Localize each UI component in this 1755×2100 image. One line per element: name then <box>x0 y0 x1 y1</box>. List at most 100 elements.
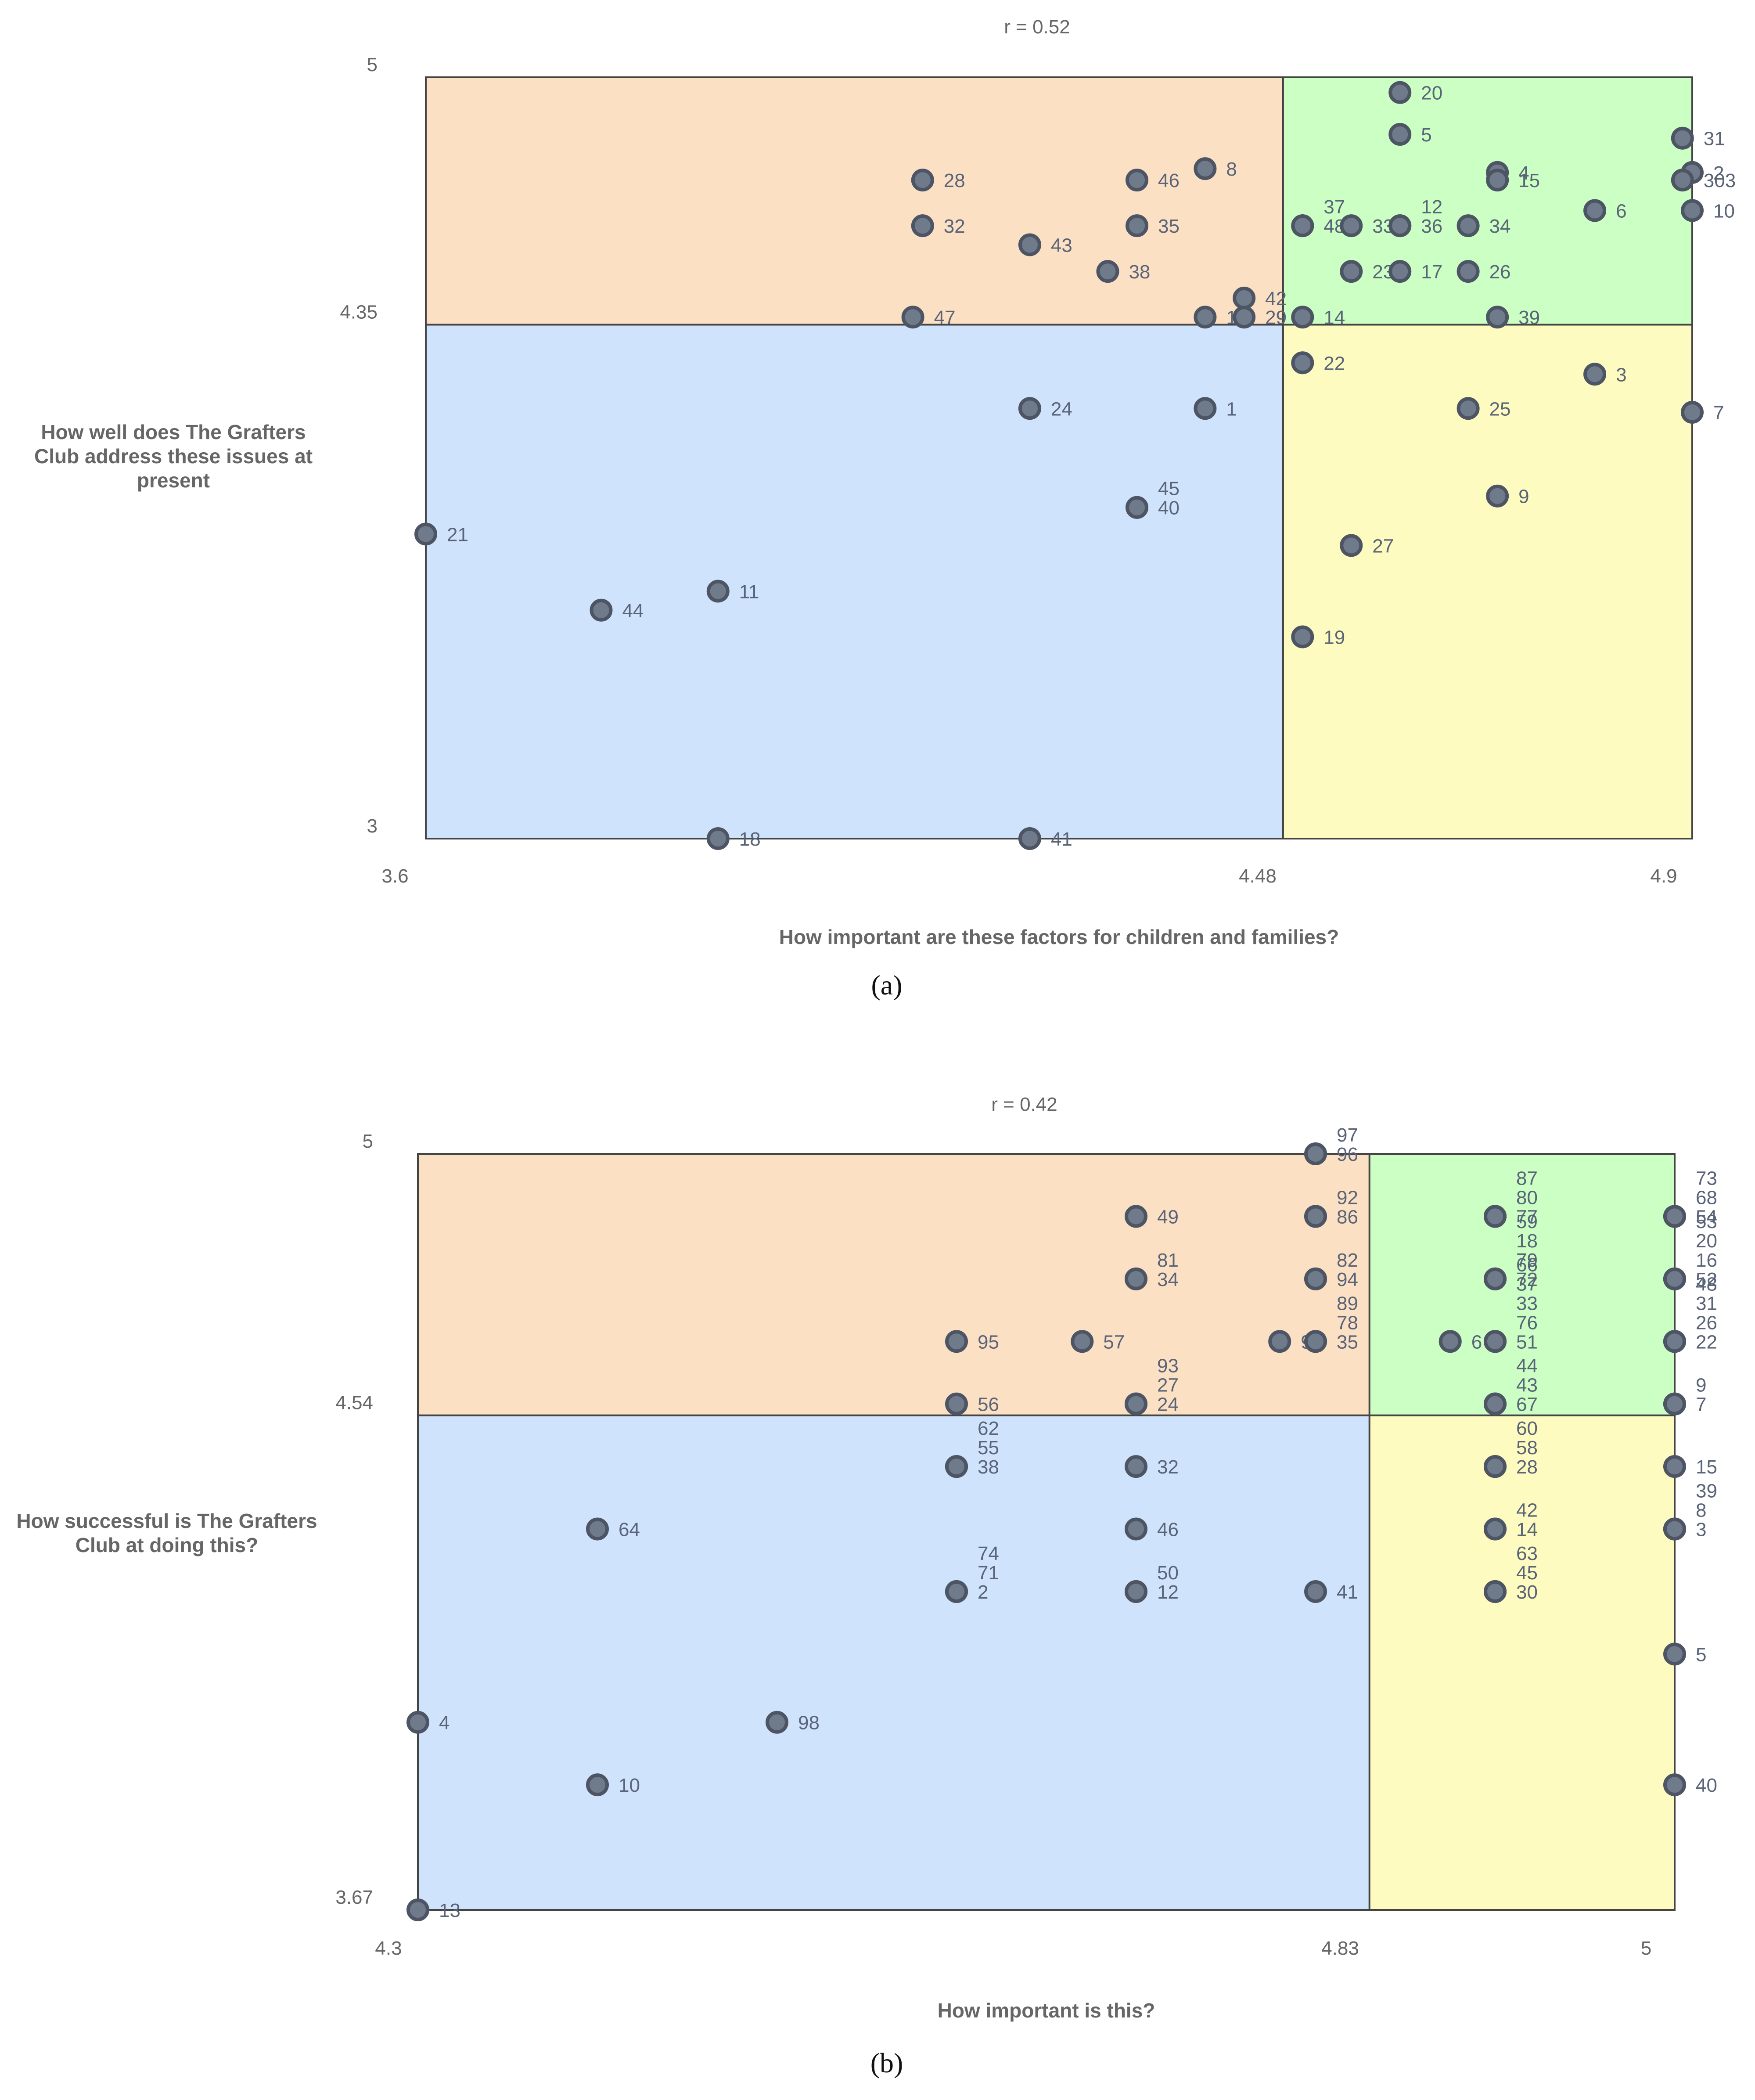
data-point <box>414 522 437 546</box>
data-point <box>1663 1643 1686 1666</box>
data-point-label: 8 <box>1696 1500 1706 1521</box>
data-point <box>1583 199 1607 222</box>
data-point-label: 42 <box>1516 1500 1538 1521</box>
data-point <box>1071 1330 1094 1353</box>
data-point-label: 303 <box>1704 170 1736 191</box>
data-point-label: 25 <box>1489 398 1511 420</box>
chart-title: r = 0.52 <box>1004 16 1070 38</box>
data-point <box>1096 260 1119 283</box>
data-point-label: 12 <box>1421 196 1442 218</box>
data-point-label: 96 <box>1337 1144 1358 1165</box>
data-point-label: 53 <box>1696 1211 1717 1232</box>
y-tick-label: 4.35 <box>340 302 378 323</box>
data-point-label: 55 <box>978 1437 999 1459</box>
data-point-label: 40 <box>1158 497 1180 519</box>
data-point <box>1484 1267 1507 1290</box>
data-point <box>1304 1267 1327 1290</box>
data-point-label: 41 <box>1337 1581 1358 1603</box>
data-point <box>1194 157 1217 180</box>
data-point-label: 98 <box>798 1712 820 1734</box>
data-point-label: 92 <box>1337 1187 1358 1208</box>
data-point-label: 18 <box>739 828 761 850</box>
y-axis-label: How successful is The Grafters Club at do… <box>16 1509 317 1556</box>
data-point-label: 31 <box>1696 1293 1717 1314</box>
data-point-label: 37 <box>1516 1273 1538 1295</box>
data-point <box>945 1580 968 1603</box>
y-tick-label: 3.67 <box>335 1887 373 1908</box>
data-point-label: 57 <box>1103 1331 1125 1353</box>
data-point-label: 47 <box>934 307 956 328</box>
data-point <box>1671 169 1694 192</box>
data-point-label: 79 <box>1516 1250 1538 1271</box>
data-point <box>1233 306 1256 329</box>
data-point-label: 68 <box>1696 1187 1717 1208</box>
data-point-label: 63 <box>1516 1543 1538 1564</box>
data-point-label: 28 <box>1516 1456 1538 1478</box>
x-axis-label: How important are these factors for chil… <box>779 926 1339 948</box>
data-point-label: 4 <box>439 1712 450 1734</box>
data-point-label: 20 <box>1696 1230 1717 1252</box>
data-point-label: 38 <box>978 1456 999 1478</box>
data-point-label: 2 <box>978 1581 988 1603</box>
data-point-label: 22 <box>1696 1331 1717 1353</box>
quadrant-top-left <box>418 1154 1370 1416</box>
data-point <box>1486 169 1509 192</box>
chart-panel-1: r = 0.52 3 4.35 5 3.6 4.48 4.9 How important ar… <box>34 16 1736 948</box>
quadrant-bottom-left <box>418 1415 1370 1910</box>
data-point <box>1340 214 1363 238</box>
data-point-label: 71 <box>978 1562 999 1584</box>
data-point-label: 41 <box>1051 828 1072 850</box>
data-point <box>1018 827 1041 850</box>
data-point <box>1484 1205 1507 1228</box>
data-point-label: 86 <box>1337 1206 1358 1228</box>
data-point <box>1291 214 1314 238</box>
data-point-label: 46 <box>1157 1519 1179 1541</box>
data-point-label: 22 <box>1323 353 1345 374</box>
data-point <box>1388 123 1412 146</box>
data-point-label: 87 <box>1516 1167 1538 1189</box>
data-point-label: 16 <box>1696 1250 1717 1271</box>
data-point-label: 6 <box>1471 1331 1482 1353</box>
data-point <box>1291 625 1314 648</box>
data-point <box>1125 1517 1147 1541</box>
data-point-label: 14 <box>1516 1519 1538 1541</box>
data-point <box>1194 306 1217 329</box>
data-point <box>766 1711 788 1734</box>
data-point-label: 39 <box>1696 1480 1717 1502</box>
data-point-label: 43 <box>1051 234 1072 256</box>
x-tick-label: 4.83 <box>1321 1938 1359 1959</box>
data-point-label: 34 <box>1157 1269 1179 1290</box>
data-point <box>1233 286 1256 310</box>
data-point-label: 10 <box>619 1775 640 1796</box>
data-point <box>945 1392 968 1416</box>
data-point-label: 39 <box>1518 307 1540 328</box>
data-point-label: 59 <box>1516 1211 1538 1232</box>
data-point-label: 67 <box>1516 1394 1538 1416</box>
data-point <box>1388 214 1412 238</box>
data-point-label: 29 <box>1265 307 1287 328</box>
data-point-label: 26 <box>1696 1312 1717 1333</box>
chart-title: r = 0.42 <box>991 1094 1057 1115</box>
data-point-label: 13 <box>439 1900 460 1921</box>
data-point-label: 24 <box>1157 1394 1179 1416</box>
data-point-label: 40 <box>1696 1775 1717 1796</box>
data-point-label: 43 <box>1516 1375 1538 1396</box>
data-point <box>1486 484 1509 508</box>
data-point <box>1018 233 1041 256</box>
data-point-label: 15 <box>1518 170 1540 191</box>
data-point <box>911 169 934 192</box>
x-tick-label: 4.48 <box>1239 865 1277 887</box>
y-axis-label-line: Club address these issues at <box>34 445 313 468</box>
panel-label: (b) <box>870 2047 903 2078</box>
data-point <box>1125 1455 1147 1478</box>
data-point <box>1126 214 1149 238</box>
data-point-label: 42 <box>1265 288 1287 310</box>
data-point-label: 18 <box>1516 1230 1538 1252</box>
data-point-label: 54 <box>1696 1206 1717 1228</box>
x-tick-label: 5 <box>1641 1938 1651 1959</box>
data-point-label: 4 <box>1518 162 1529 184</box>
data-point <box>1268 1330 1291 1353</box>
data-point <box>945 1330 968 1353</box>
data-point <box>1486 306 1509 329</box>
